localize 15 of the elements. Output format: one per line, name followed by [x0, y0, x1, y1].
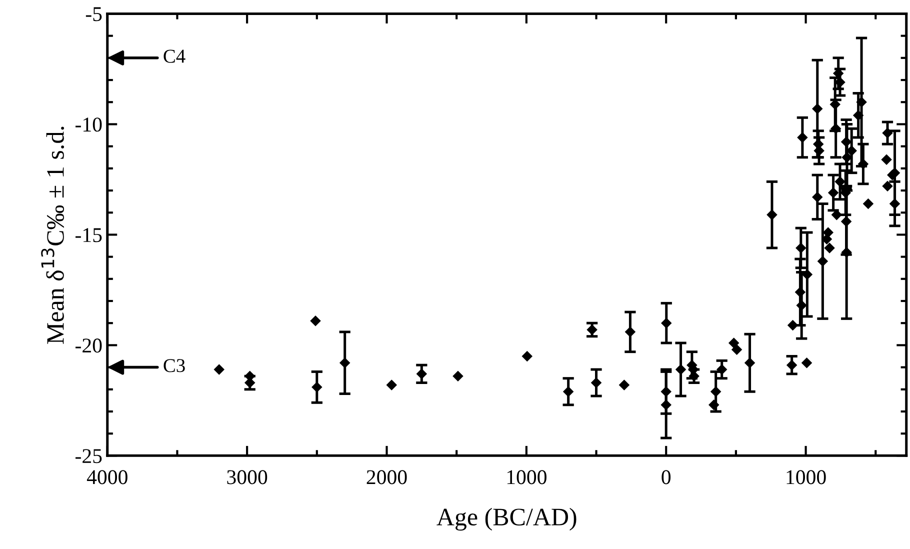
y-axis-title: Mean δ$^{13}$C‰ ± 1 s.d.: [41, 126, 64, 344]
y-tick-label: -10: [76, 118, 102, 132]
x-tick-label: 0: [662, 470, 671, 484]
y-tick-label: -5: [86, 7, 102, 22]
y-tick-label: -25: [76, 449, 102, 464]
x-tick-label: 3000: [227, 470, 268, 484]
x-tick-label: 4000: [86, 470, 128, 484]
x-tick-label: 1000: [507, 470, 546, 484]
x-axis-title: Age (BC/AD): [436, 508, 576, 531]
y-tick-label: -20: [76, 338, 102, 353]
y-tick-label: -15: [76, 228, 102, 242]
x-tick-label: 1000: [786, 470, 826, 484]
x-tick-label: 2000: [366, 470, 407, 484]
annotation: C3: [164, 359, 185, 372]
annotation: C4: [164, 50, 186, 63]
